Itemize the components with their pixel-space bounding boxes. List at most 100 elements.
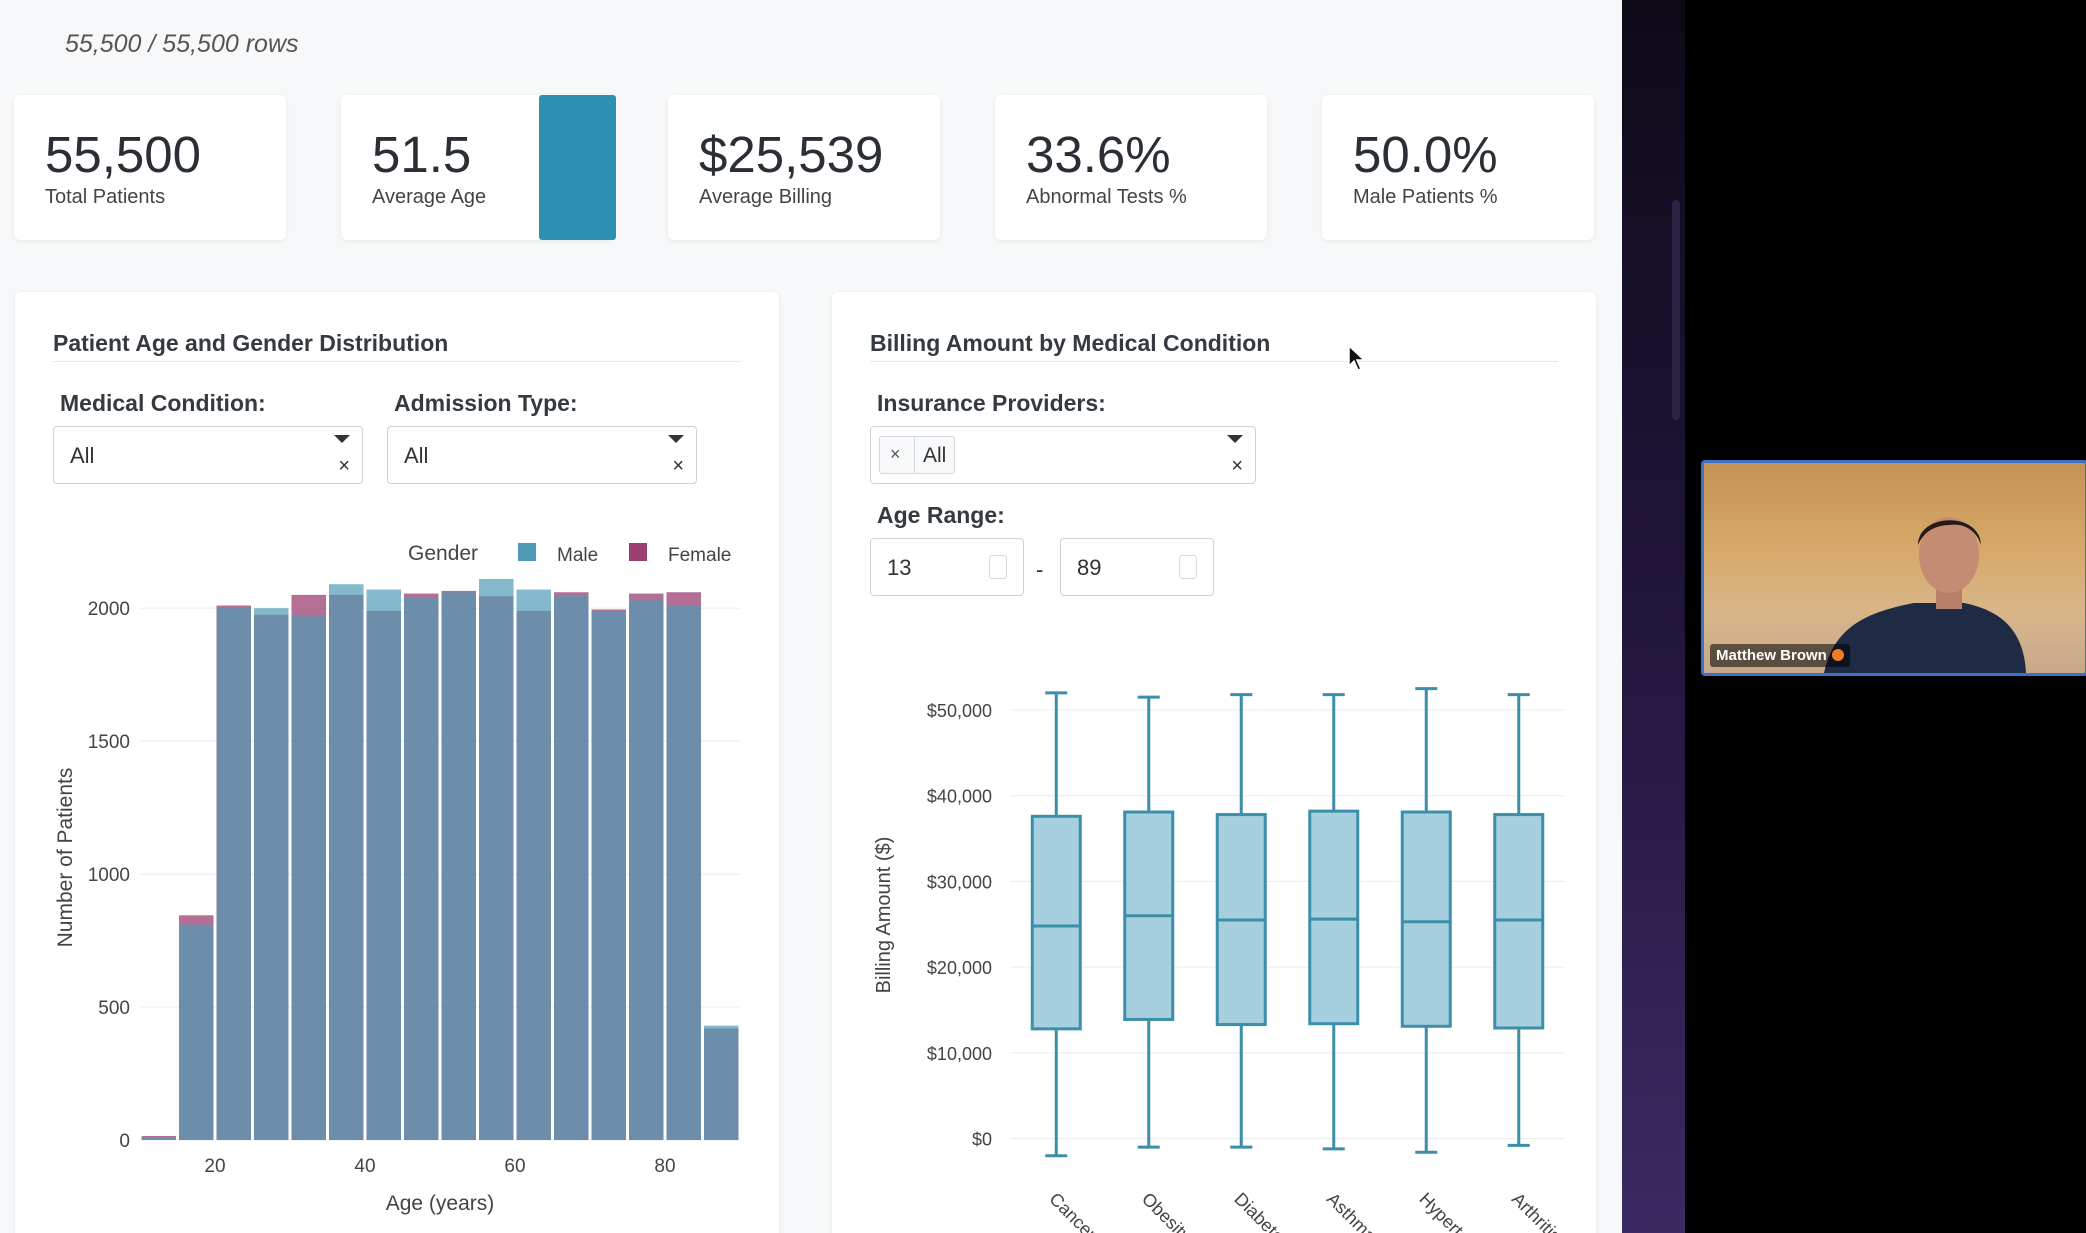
male-bar [404,597,439,1140]
kpi-value: 55,500 [45,126,201,183]
kpi-card-abnormal-tests: 33.6% Abnormal Tests % [995,95,1267,240]
box-iqr [1308,809,1360,1026]
panel-divider [53,361,741,362]
input-value: 13 [887,555,912,580]
x-tick-label: 80 [654,1156,675,1177]
selected-chip[interactable]: × All [879,436,955,474]
y-axis-title: Billing Amount ($) [873,837,895,994]
kpi-label: Average Age [372,186,487,208]
male-bar [254,608,289,1140]
male-bar [329,584,364,1140]
select-value: All [404,443,429,468]
insurance-providers-label: Insurance Providers: [877,390,1106,416]
participant-name-tag: Matthew Brown [1710,644,1850,667]
chevron-down-icon[interactable] [668,435,684,443]
chip-divider [914,437,915,473]
box-iqr [1030,814,1082,1031]
x-tick-label: Obesity [1138,1189,1195,1233]
kpi-value: 33.6% [1026,126,1171,183]
y-tick-label: 0 [119,1131,130,1152]
kpi-card-total-patients: 55,500 Total Patients [14,95,286,240]
kpi-label: Male Patients % [1353,186,1498,208]
spinner-icon[interactable] [1179,555,1197,579]
clear-icon[interactable]: × [338,455,350,477]
y-tick-label: 1000 [88,865,130,886]
x-tick-label: 40 [354,1156,375,1177]
male-bar [704,1025,739,1140]
mouse-cursor-icon [1348,344,1366,371]
x-axis-title: Age (years) [386,1192,495,1215]
y-tick-label: $0 [972,1130,992,1150]
participant-video-tile[interactable]: Matthew Brown [1701,460,2086,676]
age-max-input[interactable]: 89 [1060,538,1214,596]
remove-chip-icon[interactable]: × [890,444,901,464]
male-bar [179,924,214,1140]
billing-panel: Billing Amount by Medical Condition Insu… [832,292,1596,1233]
dashboard-window: 55,500 / 55,500 rows 55,500 Total Patien… [0,0,1622,1233]
window-gutter [1622,0,1685,1233]
chevron-down-icon[interactable] [334,435,350,443]
male-bar [479,578,514,1140]
x-tick-label: Diabetes [1230,1189,1294,1233]
chip-label: All [923,444,947,467]
male-bar [629,600,664,1140]
row-count-label: 55,500 / 55,500 rows [65,30,299,58]
kpi-value: $25,539 [699,126,884,183]
x-tick-label: Arthritis [1508,1189,1565,1233]
x-tick-label: 20 [204,1156,225,1177]
kpi-label: Average Billing [699,186,833,208]
participant-name: Matthew Brown [1716,647,1827,664]
x-tick-label: Asthma [1323,1189,1381,1233]
recording-indicator-icon [1831,649,1844,661]
male-bar [591,610,626,1140]
male-bar [291,616,326,1140]
male-bar [366,589,401,1140]
scrollbar-thumb[interactable] [1672,200,1680,420]
legend-swatch-female [629,543,647,561]
y-tick-label: $10,000 [927,1044,992,1064]
kpi-value: 51.5 [372,126,472,183]
male-bar [441,592,476,1140]
kpi-card-male-patients: 50.0% Male Patients % [1322,95,1594,240]
admission-type-label: Admission Type: [394,390,578,416]
legend-label-male: Male [557,545,598,566]
billing-boxplot[interactable]: $0 $10,000 $20,000 $30,000 $40,000 $50,000 Bil… [860,640,1580,1233]
admission-type-select[interactable]: All × [387,426,697,484]
male-bar [554,594,589,1140]
y-tick-label: 1500 [88,732,130,753]
y-tick-label: $40,000 [927,787,992,807]
kpi-label: Abnormal Tests % [1026,186,1187,208]
kpi-label: Total Patients [45,186,166,208]
y-tick-label: 2000 [88,599,130,620]
panel-divider [870,361,1558,362]
kpi-card-average-billing: $25,539 Average Billing [668,95,940,240]
panel-title: Billing Amount by Medical Condition [870,330,1271,356]
spinner-icon[interactable] [989,555,1007,579]
legend-label-female: Female [668,545,731,566]
male-bar [516,589,551,1140]
clear-icon[interactable]: × [1231,455,1243,477]
medical-condition-label: Medical Condition: [60,390,266,416]
medical-condition-select[interactable]: All × [53,426,363,484]
male-bar [666,605,701,1140]
age-gender-histogram[interactable]: 0 500 1000 1500 2000 20 40 60 80 Age (years) Numbe… [40,525,760,1215]
male-bar [141,1137,176,1140]
input-value: 89 [1077,555,1102,580]
chevron-down-icon[interactable] [1227,435,1243,443]
clear-icon[interactable]: × [672,455,684,477]
y-tick-label: $20,000 [927,958,992,978]
male-bar [216,608,251,1140]
panel-title: Patient Age and Gender Distribution [53,330,449,356]
insurance-providers-select[interactable]: × All × [870,426,1256,484]
x-tick-label: Hyperte [1415,1189,1474,1233]
age-min-input[interactable]: 13 [870,538,1024,596]
kpi-value: 50.0% [1353,126,1498,183]
y-tick-label: $50,000 [927,701,992,721]
y-axis-title: Number of Patients [54,768,77,948]
y-tick-label: $30,000 [927,872,992,892]
y-tick-label: 500 [98,998,130,1019]
legend-title: Gender [408,542,478,565]
participant-silhouette-icon [1824,517,2026,673]
kpi-accent-bar [539,95,616,240]
box-iqr [1400,810,1452,1028]
